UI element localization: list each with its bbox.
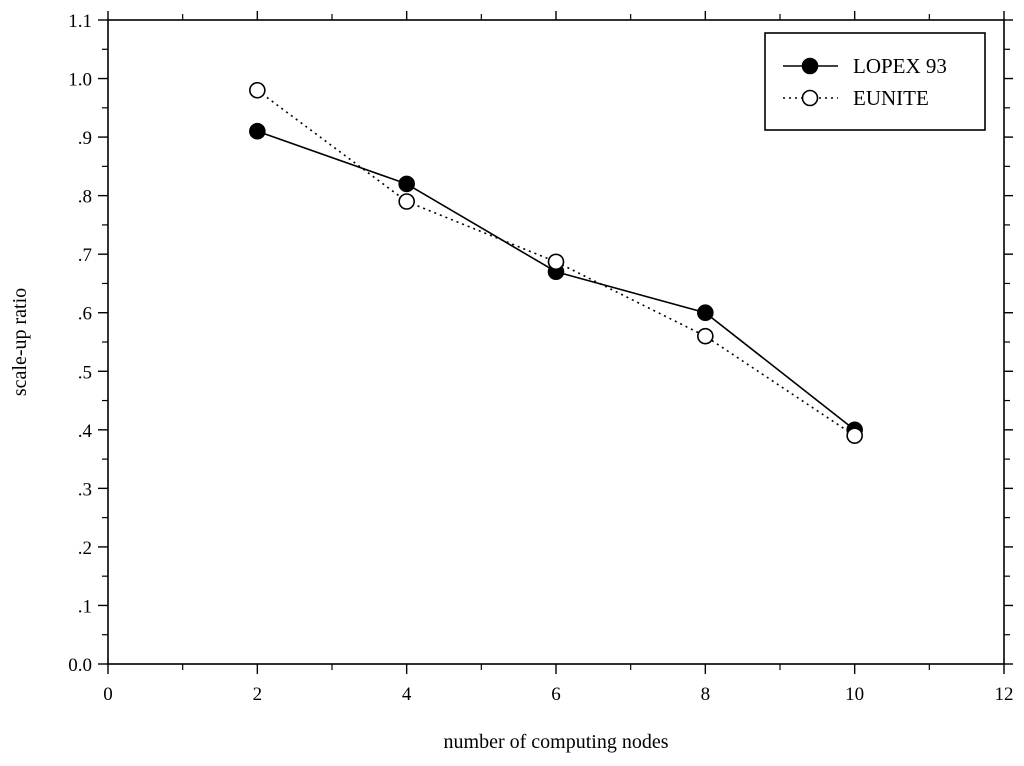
y-tick-label: .1 — [78, 596, 92, 617]
y-tick-label: .2 — [78, 538, 92, 559]
y-tick-label: 0.0 — [68, 655, 92, 676]
data-point — [398, 175, 415, 193]
y-axis-title: scale-up ratio — [9, 288, 31, 396]
legend-marker — [801, 57, 819, 75]
y-tick-label: 1.0 — [68, 70, 92, 91]
y-tick-label: .5 — [78, 362, 92, 383]
y-tick-label: .6 — [78, 304, 92, 325]
x-tick-label: 2 — [253, 684, 263, 705]
data-point — [249, 81, 266, 99]
x-tick-label: 12 — [995, 684, 1014, 705]
y-tick-label: 1.1 — [68, 11, 92, 32]
ticks: 0 2 4 6 8 10 12 0.0 .1 .2 .3 .4 .5 .6 .7 .8 .9 1.0 1.1 — [68, 11, 1014, 705]
data-point — [697, 327, 714, 345]
y-tick-label: .4 — [78, 421, 93, 442]
x-axis-title: number of computing nodes — [444, 731, 669, 753]
y-tick-label: .8 — [78, 187, 92, 208]
x-tick-label: 4 — [402, 684, 412, 705]
legend-box — [764, 32, 986, 131]
x-tick-label: 0 — [103, 684, 113, 705]
x-tick-label: 8 — [701, 684, 711, 705]
x-tick-label: 10 — [845, 684, 864, 705]
data-point — [547, 253, 565, 271]
legend-marker — [801, 89, 819, 107]
y-tick-label: .9 — [78, 128, 92, 149]
legend: LOPEX 93 EUNITE — [764, 32, 986, 131]
data-point — [846, 427, 863, 444]
y-tick-label: .3 — [78, 479, 92, 500]
x-tick-label: 6 — [551, 684, 561, 705]
y-tick-label: .7 — [78, 245, 92, 266]
data-point — [697, 304, 714, 322]
series-line — [257, 130, 856, 431]
data-point — [249, 122, 266, 140]
series-2 — [249, 81, 863, 444]
series-group — [249, 81, 863, 444]
series-1 — [249, 122, 863, 439]
legend-label: LOPEX 93 — [853, 54, 947, 78]
legend-label: EUNITE — [853, 86, 929, 110]
data-point — [398, 193, 415, 210]
